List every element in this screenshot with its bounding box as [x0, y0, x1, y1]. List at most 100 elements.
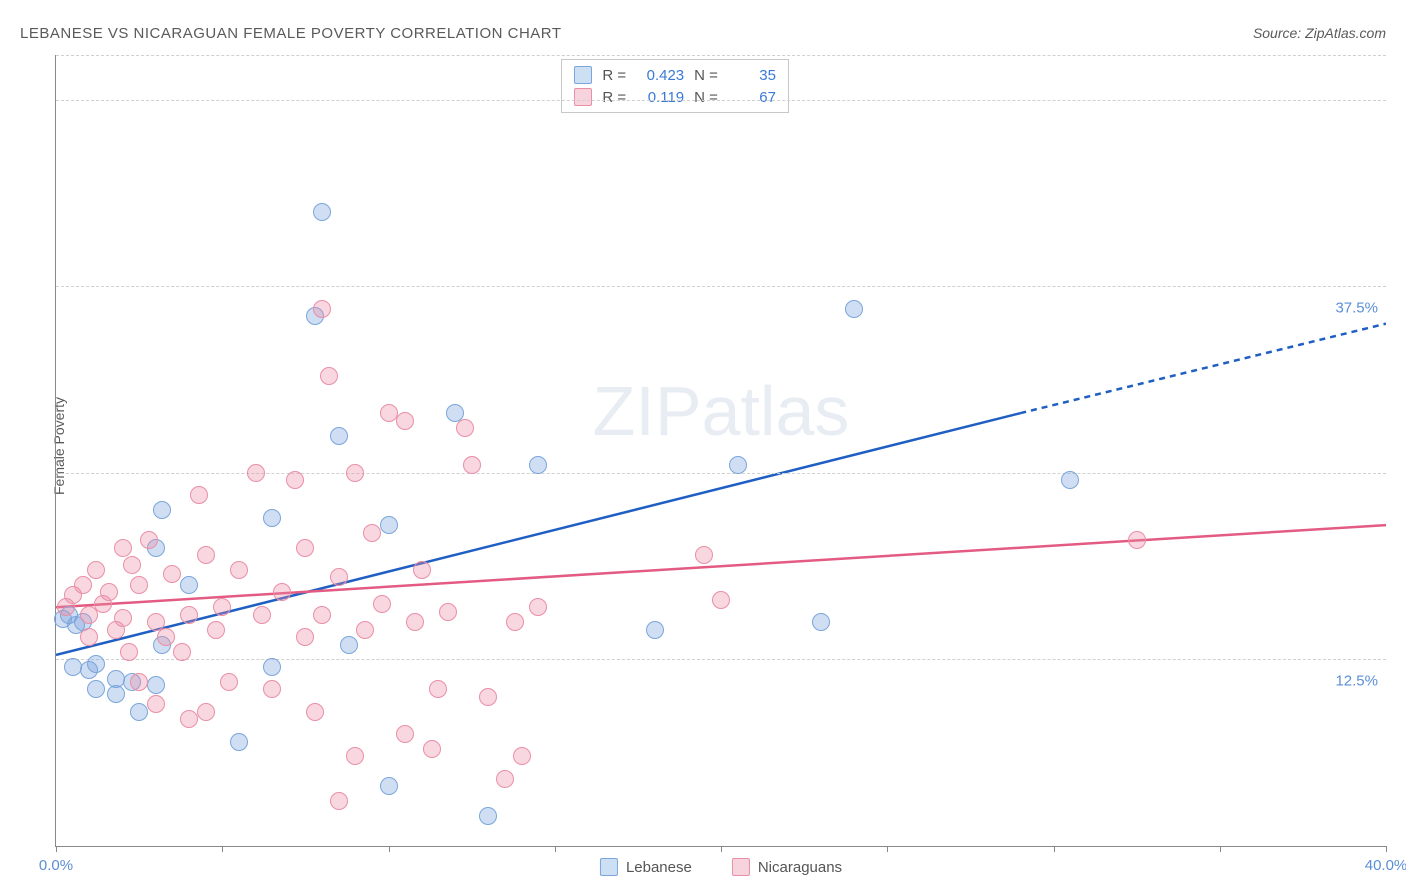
nicaraguan-point — [230, 561, 248, 579]
lebanese-point — [529, 456, 547, 474]
lebanese-point — [87, 680, 105, 698]
chart-title: LEBANESE VS NICARAGUAN FEMALE POVERTY CO… — [20, 25, 562, 42]
nicaraguan-point — [356, 621, 374, 639]
nicaraguan-point — [163, 565, 181, 583]
plot-area: ZIPatlas R = 0.423 N = 35 R = 0.119 N = … — [55, 55, 1386, 847]
nicaraguans-swatch-icon — [574, 88, 592, 106]
nicaraguan-point — [396, 412, 414, 430]
nicaraguan-point — [506, 613, 524, 631]
gridline — [56, 55, 1386, 56]
nicaraguan-point — [330, 792, 348, 810]
nicaraguan-point — [380, 404, 398, 422]
lebanese-point — [263, 658, 281, 676]
lebanese-point — [180, 576, 198, 594]
nicaraguan-point — [529, 598, 547, 616]
lebanese-point — [812, 613, 830, 631]
lebanese-point — [87, 655, 105, 673]
nicaraguan-point — [123, 556, 141, 574]
lebanese-point — [340, 636, 358, 654]
legend-item-lebanese: Lebanese — [600, 858, 692, 876]
nicaraguans-swatch-icon — [732, 858, 750, 876]
y-tick-label: 12.5% — [1335, 673, 1378, 690]
lebanese-point — [313, 203, 331, 221]
lebanese-r-value: 0.423 — [636, 67, 684, 84]
nicaraguan-point — [213, 598, 231, 616]
n-label: N = — [694, 67, 718, 84]
lebanese-point — [107, 685, 125, 703]
nicaraguan-point — [296, 539, 314, 557]
lebanese-point — [729, 456, 747, 474]
legend-nicaraguans-label: Nicaraguans — [758, 859, 842, 876]
nicaraguan-point — [330, 568, 348, 586]
lebanese-point — [153, 501, 171, 519]
nicaraguan-point — [130, 576, 148, 594]
nicaraguan-point — [712, 591, 730, 609]
lebanese-point — [64, 658, 82, 676]
nicaraguan-point — [140, 531, 158, 549]
stats-row-lebanese: R = 0.423 N = 35 — [574, 64, 776, 86]
nicaraguan-point — [253, 606, 271, 624]
nicaraguan-point — [496, 770, 514, 788]
x-tick — [1220, 846, 1221, 852]
nicaraguan-point — [286, 471, 304, 489]
nicaraguan-point — [406, 613, 424, 631]
nicaraguan-point — [273, 583, 291, 601]
gridline — [56, 286, 1386, 287]
nicaraguan-point — [80, 628, 98, 646]
nicaraguan-point — [313, 300, 331, 318]
nicaraguan-point — [197, 703, 215, 721]
x-tick — [1054, 846, 1055, 852]
nicaraguan-point — [513, 747, 531, 765]
legend: Lebanese Nicaraguans — [600, 858, 842, 876]
nicaraguans-n-value: 67 — [728, 89, 776, 106]
stats-row-nicaraguans: R = 0.119 N = 67 — [574, 86, 776, 108]
lebanese-point — [263, 509, 281, 527]
x-tick — [1386, 846, 1387, 852]
nicaraguan-point — [413, 561, 431, 579]
legend-item-nicaraguans: Nicaraguans — [732, 858, 842, 876]
lebanese-point — [479, 807, 497, 825]
lebanese-point — [147, 676, 165, 694]
x-tick-label: 40.0% — [1365, 857, 1406, 874]
nicaraguan-point — [130, 673, 148, 691]
nicaraguan-point — [456, 419, 474, 437]
lebanese-n-value: 35 — [728, 67, 776, 84]
nicaraguan-point — [320, 367, 338, 385]
source-attribution: Source: ZipAtlas.com — [1253, 25, 1386, 41]
nicaraguan-point — [346, 464, 364, 482]
legend-lebanese-label: Lebanese — [626, 859, 692, 876]
nicaraguan-point — [180, 606, 198, 624]
lebanese-point — [646, 621, 664, 639]
nicaraguan-point — [190, 486, 208, 504]
nicaraguan-point — [429, 680, 447, 698]
nicaraguan-point — [120, 643, 138, 661]
nicaraguan-point — [439, 603, 457, 621]
lebanese-point — [330, 427, 348, 445]
n-label: N = — [694, 89, 718, 106]
nicaraguan-point — [1128, 531, 1146, 549]
nicaraguans-r-value: 0.119 — [636, 89, 684, 106]
y-tick-label: 37.5% — [1335, 300, 1378, 317]
nicaraguan-point — [74, 576, 92, 594]
nicaraguan-point — [263, 680, 281, 698]
nicaraguan-point — [114, 539, 132, 557]
x-tick — [887, 846, 888, 852]
nicaraguan-point — [180, 710, 198, 728]
nicaraguan-point — [87, 561, 105, 579]
nicaraguan-point — [114, 609, 132, 627]
r-label: R = — [602, 89, 626, 106]
x-tick-label: 0.0% — [39, 857, 73, 874]
lebanese-swatch-icon — [600, 858, 618, 876]
nicaraguan-point — [313, 606, 331, 624]
nicaraguan-point — [346, 747, 364, 765]
lebanese-point — [130, 703, 148, 721]
lebanese-point — [1061, 471, 1079, 489]
nicaraguan-point — [220, 673, 238, 691]
trend-lines-svg — [56, 55, 1386, 846]
x-tick — [222, 846, 223, 852]
nicaraguan-point — [197, 546, 215, 564]
nicaraguan-point — [100, 583, 118, 601]
watermark-text: ZIPatlas — [593, 371, 850, 451]
gridline — [56, 100, 1386, 101]
nicaraguan-point — [695, 546, 713, 564]
